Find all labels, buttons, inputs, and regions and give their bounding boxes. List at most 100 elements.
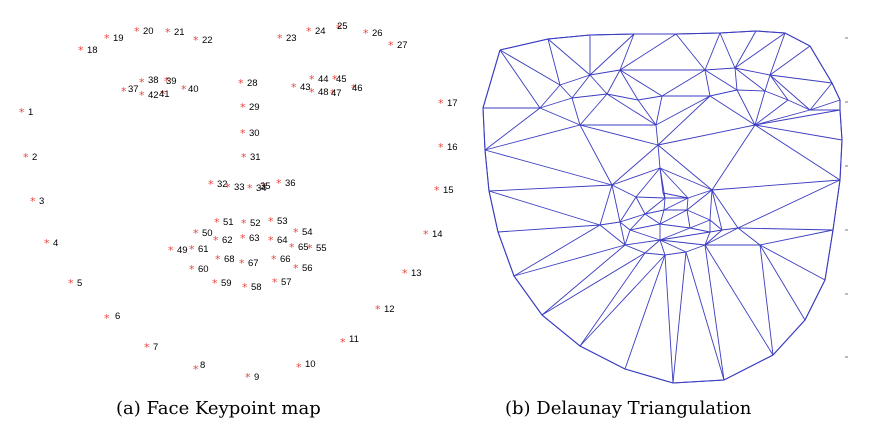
mesh-edge <box>606 93 639 101</box>
keypoint-marker: * <box>245 371 251 384</box>
keypoint-33: * 33 <box>225 181 245 194</box>
mesh-edge <box>539 97 573 109</box>
keypoint-30: * 30 <box>240 127 260 140</box>
keypoint-label: 42 <box>148 90 159 101</box>
keypoint-10: * 10 <box>296 359 316 374</box>
mesh-edge <box>809 99 841 111</box>
mesh-edge <box>711 124 756 191</box>
keypoint-40: * 40 <box>181 83 199 96</box>
keypoint-57: * 57 <box>272 276 292 289</box>
keypoint-marker: * <box>271 253 277 266</box>
mesh-edge <box>629 213 646 231</box>
mesh-edge <box>559 84 573 99</box>
keypoint-label: 49 <box>177 245 188 256</box>
keypoint-marker: * <box>240 232 246 245</box>
keypoint-marker: * <box>351 82 357 95</box>
keypoint-38: * 38 <box>139 75 159 89</box>
keypoint-46: *46 <box>351 82 363 95</box>
keypoint-marker: * <box>309 86 315 99</box>
mesh-edge <box>737 179 841 229</box>
keypoint-label: 12 <box>384 304 395 315</box>
keypoint-12: * 12 <box>375 303 395 316</box>
keypoint-marker: * <box>272 276 278 289</box>
keypoint-39: *39 <box>164 75 177 88</box>
mesh-edge <box>754 109 841 126</box>
keypoint-marker: * <box>164 75 170 88</box>
keypoint-label: 9 <box>254 372 259 383</box>
mesh-edge <box>734 67 766 92</box>
mesh-edge <box>619 221 626 246</box>
keypoint-label: 56 <box>302 263 313 274</box>
mesh-edge <box>659 167 713 191</box>
mesh-edge <box>734 32 786 69</box>
mesh-edge <box>734 67 738 91</box>
keypoint-marker: * <box>388 39 394 52</box>
keypoint-label: 68 <box>224 254 235 265</box>
mesh-edge <box>655 95 663 126</box>
keypoint-label: 54 <box>302 227 313 238</box>
mesh-edge <box>764 90 789 101</box>
keypoint-marker: * <box>247 182 253 195</box>
mesh-edge <box>709 229 723 233</box>
mesh-edge <box>737 227 834 231</box>
mesh-edge <box>759 229 834 246</box>
keypoint-label: 57 <box>281 277 292 288</box>
keypoint-15: * 15 <box>434 184 454 197</box>
keypoint-marker: * <box>336 22 342 35</box>
keypoint-51: * 51 <box>214 216 234 229</box>
mesh-edge <box>547 38 561 86</box>
keypoint-marker: * <box>293 226 299 239</box>
mesh-edge <box>619 196 637 223</box>
keypoint-marker: * <box>277 32 283 45</box>
keypoint-31: * 31 <box>241 151 261 164</box>
keypoint-3: * 3 <box>30 195 44 208</box>
mesh-edge <box>629 229 661 241</box>
mesh-edge <box>754 124 841 181</box>
mesh-edge <box>571 93 608 99</box>
keypoint-marker: * <box>134 25 140 38</box>
mesh-edge <box>611 167 661 186</box>
keypoint-56: * 56 <box>293 262 313 275</box>
keypoint-20: * 20 <box>134 25 154 38</box>
keypoint-68: * 68 <box>215 253 235 266</box>
mesh-edge <box>635 196 646 215</box>
keypoint-label: 1 <box>28 107 33 118</box>
keypoint-marker: * <box>208 178 214 191</box>
mesh-edge <box>754 99 789 126</box>
mesh-edge <box>764 74 771 92</box>
mesh-edge <box>635 196 666 199</box>
keypoint-label: 11 <box>349 334 359 345</box>
mesh-edge <box>655 95 711 126</box>
keypoint-60: * 60 <box>189 263 209 276</box>
mesh-edge <box>589 69 621 76</box>
mesh-edge <box>539 84 561 109</box>
keypoint-marker: * <box>434 184 440 197</box>
mesh-edge <box>754 109 811 126</box>
keypoint-marker: * <box>189 243 195 256</box>
keypoint-5: * 5 <box>68 277 82 290</box>
mesh-edge <box>611 184 637 198</box>
mesh-edge <box>662 192 666 199</box>
mesh-edge <box>704 67 736 71</box>
mesh-edge <box>662 192 689 199</box>
keypoint-label: 22 <box>202 35 213 46</box>
mesh-edge <box>704 227 739 246</box>
keypoint-label: 39 <box>166 76 177 87</box>
keypoint-label: 10 <box>305 359 316 370</box>
mesh-edge <box>686 209 691 229</box>
keypoint-label: 58 <box>251 282 262 293</box>
keypoint-label: 29 <box>249 102 260 113</box>
mesh-edge <box>704 244 725 381</box>
keypoint-marker: * <box>268 234 274 247</box>
keypoint-marker: * <box>330 87 336 100</box>
keypoint-label: 17 <box>447 98 458 109</box>
mesh-edge <box>644 213 661 225</box>
mesh-edge <box>655 124 659 146</box>
mesh-edge <box>499 49 561 86</box>
keypoint-18: * 18 <box>78 44 98 57</box>
keypoint-25: *25 <box>336 21 348 35</box>
keypoint-63: * 63 <box>240 232 260 245</box>
keypoint-label: 66 <box>280 254 291 265</box>
mesh-edge <box>619 69 639 101</box>
mesh-edge <box>619 221 631 231</box>
